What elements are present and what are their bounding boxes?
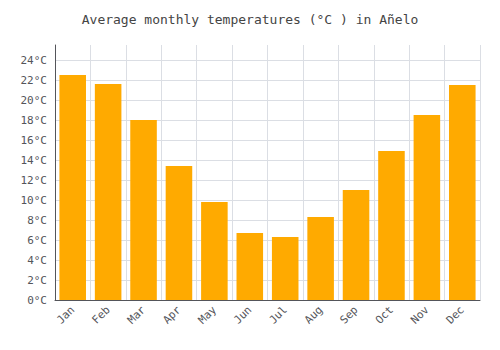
svg-text:May: May <box>196 303 219 326</box>
svg-text:6°C: 6°C <box>27 234 47 247</box>
svg-text:4°C: 4°C <box>27 254 47 267</box>
svg-text:Aug: Aug <box>302 303 325 326</box>
svg-text:0°C: 0°C <box>27 294 47 307</box>
svg-text:Jun: Jun <box>231 303 254 326</box>
svg-text:Dec: Dec <box>444 303 467 326</box>
svg-text:2°C: 2°C <box>27 274 47 287</box>
svg-text:Jul: Jul <box>267 303 290 326</box>
svg-text:18°C: 18°C <box>21 114 48 127</box>
svg-text:Jan: Jan <box>54 303 77 326</box>
svg-text:Sep: Sep <box>337 303 360 326</box>
svg-text:20°C: 20°C <box>21 94 48 107</box>
svg-text:8°C: 8°C <box>27 214 47 227</box>
svg-text:24°C: 24°C <box>21 54 48 67</box>
svg-text:Nov: Nov <box>408 303 431 326</box>
svg-text:14°C: 14°C <box>21 154 48 167</box>
svg-text:22°C: 22°C <box>21 74 48 87</box>
svg-text:Average monthly temperatures (: Average monthly temperatures (°C ) in Añ… <box>82 12 419 27</box>
svg-text:16°C: 16°C <box>21 134 48 147</box>
svg-text:Mar: Mar <box>125 303 148 326</box>
svg-text:10°C: 10°C <box>21 194 48 207</box>
svg-text:Apr: Apr <box>160 303 183 326</box>
svg-text:Oct: Oct <box>373 303 396 326</box>
svg-text:Feb: Feb <box>89 303 112 326</box>
svg-text:12°C: 12°C <box>21 174 48 187</box>
